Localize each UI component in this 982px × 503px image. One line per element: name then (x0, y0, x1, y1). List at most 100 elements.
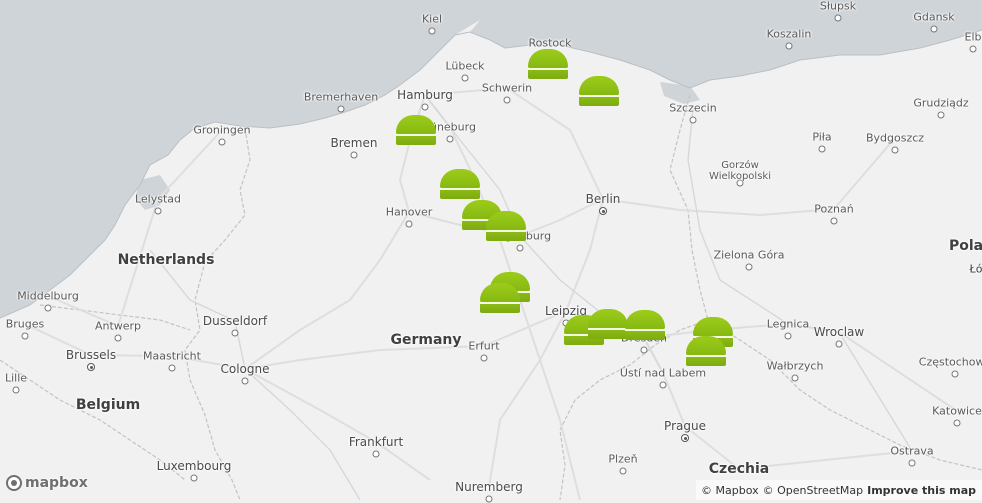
city-dot-walbrzych (791, 374, 799, 382)
mapbox-logo-icon (6, 475, 22, 491)
map-marker-m4[interactable] (440, 169, 480, 199)
marker-dome (693, 317, 733, 336)
city-dot-antwerp (114, 334, 122, 342)
coastline (0, 29, 982, 319)
attribution-mapbox-link[interactable]: © Mapbox (701, 483, 759, 497)
marker-base (528, 70, 568, 79)
city-dot-legnica (784, 332, 792, 340)
marker-base (440, 190, 480, 199)
marker-dome (579, 76, 619, 95)
ijsselmeer (135, 175, 170, 210)
city-dot-dusseldorf (231, 329, 239, 337)
city-dot-bremen (350, 151, 358, 159)
city-dot-erfurt (480, 354, 488, 362)
road-a1 (244, 94, 426, 370)
map-marker-m8[interactable] (480, 283, 520, 313)
border-cz-pl (707, 319, 982, 471)
map-marker-m13[interactable] (686, 336, 726, 366)
city-dot-gorzow (736, 179, 744, 187)
city-dot-poznan (830, 217, 838, 225)
city-dot-prague (681, 434, 689, 442)
road-pl (602, 137, 896, 217)
marker-band (686, 355, 726, 357)
marker-dome (396, 115, 436, 134)
map-marker-m1[interactable] (528, 49, 568, 79)
city-dot-lelystad (154, 207, 162, 215)
marker-base (462, 221, 502, 230)
map-marker-m10[interactable] (588, 309, 628, 339)
city-dot-katowice (953, 419, 961, 427)
river-oder (687, 107, 913, 452)
map-marker-m6[interactable] (486, 211, 526, 241)
city-dot-bruges (21, 332, 29, 340)
map-marker-m3[interactable] (396, 115, 436, 145)
marker-band (486, 230, 526, 232)
marker-band (480, 302, 520, 304)
river-rhine (149, 249, 361, 500)
city-dot-szczecin (689, 116, 697, 124)
mapbox-logo[interactable]: mapbox (6, 474, 88, 492)
marker-band (564, 334, 604, 336)
marker-band (440, 188, 480, 190)
city-dot-koszalin (785, 42, 793, 50)
marker-band (579, 95, 619, 97)
city-dot-schwerin (503, 96, 511, 104)
city-dot-zielona (745, 263, 753, 271)
city-dot-nuremberg (485, 495, 493, 503)
city-dot-bremerhaven (337, 105, 345, 113)
marker-band (462, 219, 502, 221)
city-dot-maastricht (168, 364, 176, 372)
marker-dome (480, 283, 520, 302)
city-dot-grudziadz (937, 111, 945, 119)
marker-dome (588, 309, 628, 328)
marker-band (528, 68, 568, 70)
city-dot-plzen (619, 467, 627, 475)
city-dot-slupsk (834, 14, 842, 22)
attribution-osm-link[interactable]: © OpenStreetMap (762, 483, 864, 497)
city-dot-middelburg (44, 304, 52, 312)
marker-base (579, 97, 619, 106)
marker-base (486, 232, 526, 241)
marker-dome (486, 211, 526, 230)
marker-base (480, 304, 520, 313)
city-dot-lille (12, 386, 20, 394)
marker-base (625, 331, 665, 340)
road-a9 (488, 198, 604, 488)
city-dot-pila (818, 145, 826, 153)
city-dot-wroclaw (835, 340, 843, 348)
road-a5 (244, 368, 431, 481)
border-de-pl (669, 94, 709, 321)
city-dot-ostrava (908, 459, 916, 467)
city-dot-dresden (640, 346, 648, 354)
map-marker-m11[interactable] (625, 310, 665, 340)
mapbox-logo-text: mapbox (25, 475, 88, 491)
city-dot-lubeck (461, 74, 469, 82)
marker-base (686, 357, 726, 366)
baltic-sea (470, 0, 982, 88)
marker-dome (440, 169, 480, 188)
road-nl (47, 129, 223, 328)
city-dot-bydgoszcz (891, 146, 899, 154)
city-dot-czestochowa (951, 370, 959, 378)
city-dot-usti (659, 381, 667, 389)
marker-band (396, 134, 436, 136)
border-nl-be (39, 304, 191, 331)
marker-base (564, 336, 604, 345)
city-dot-berlin (599, 207, 607, 215)
map-marker-m2[interactable] (579, 76, 619, 106)
marker-base (588, 330, 628, 339)
marker-dome (528, 49, 568, 68)
road-cz (643, 337, 913, 471)
road-a24 (424, 86, 604, 200)
city-dot-hanover (405, 220, 413, 228)
attribution-bar: © Mapbox © OpenStreetMap Improve this ma… (696, 480, 982, 500)
city-dot-hamburg (421, 103, 429, 111)
marker-base (396, 136, 436, 145)
city-dot-kiel (428, 27, 436, 35)
marker-dome (625, 310, 665, 329)
improve-map-link[interactable]: Improve this map (867, 483, 976, 497)
city-dot-luxembourg (190, 474, 198, 482)
city-dot-gdansk (930, 25, 938, 33)
city-dot-cologne (241, 377, 249, 385)
